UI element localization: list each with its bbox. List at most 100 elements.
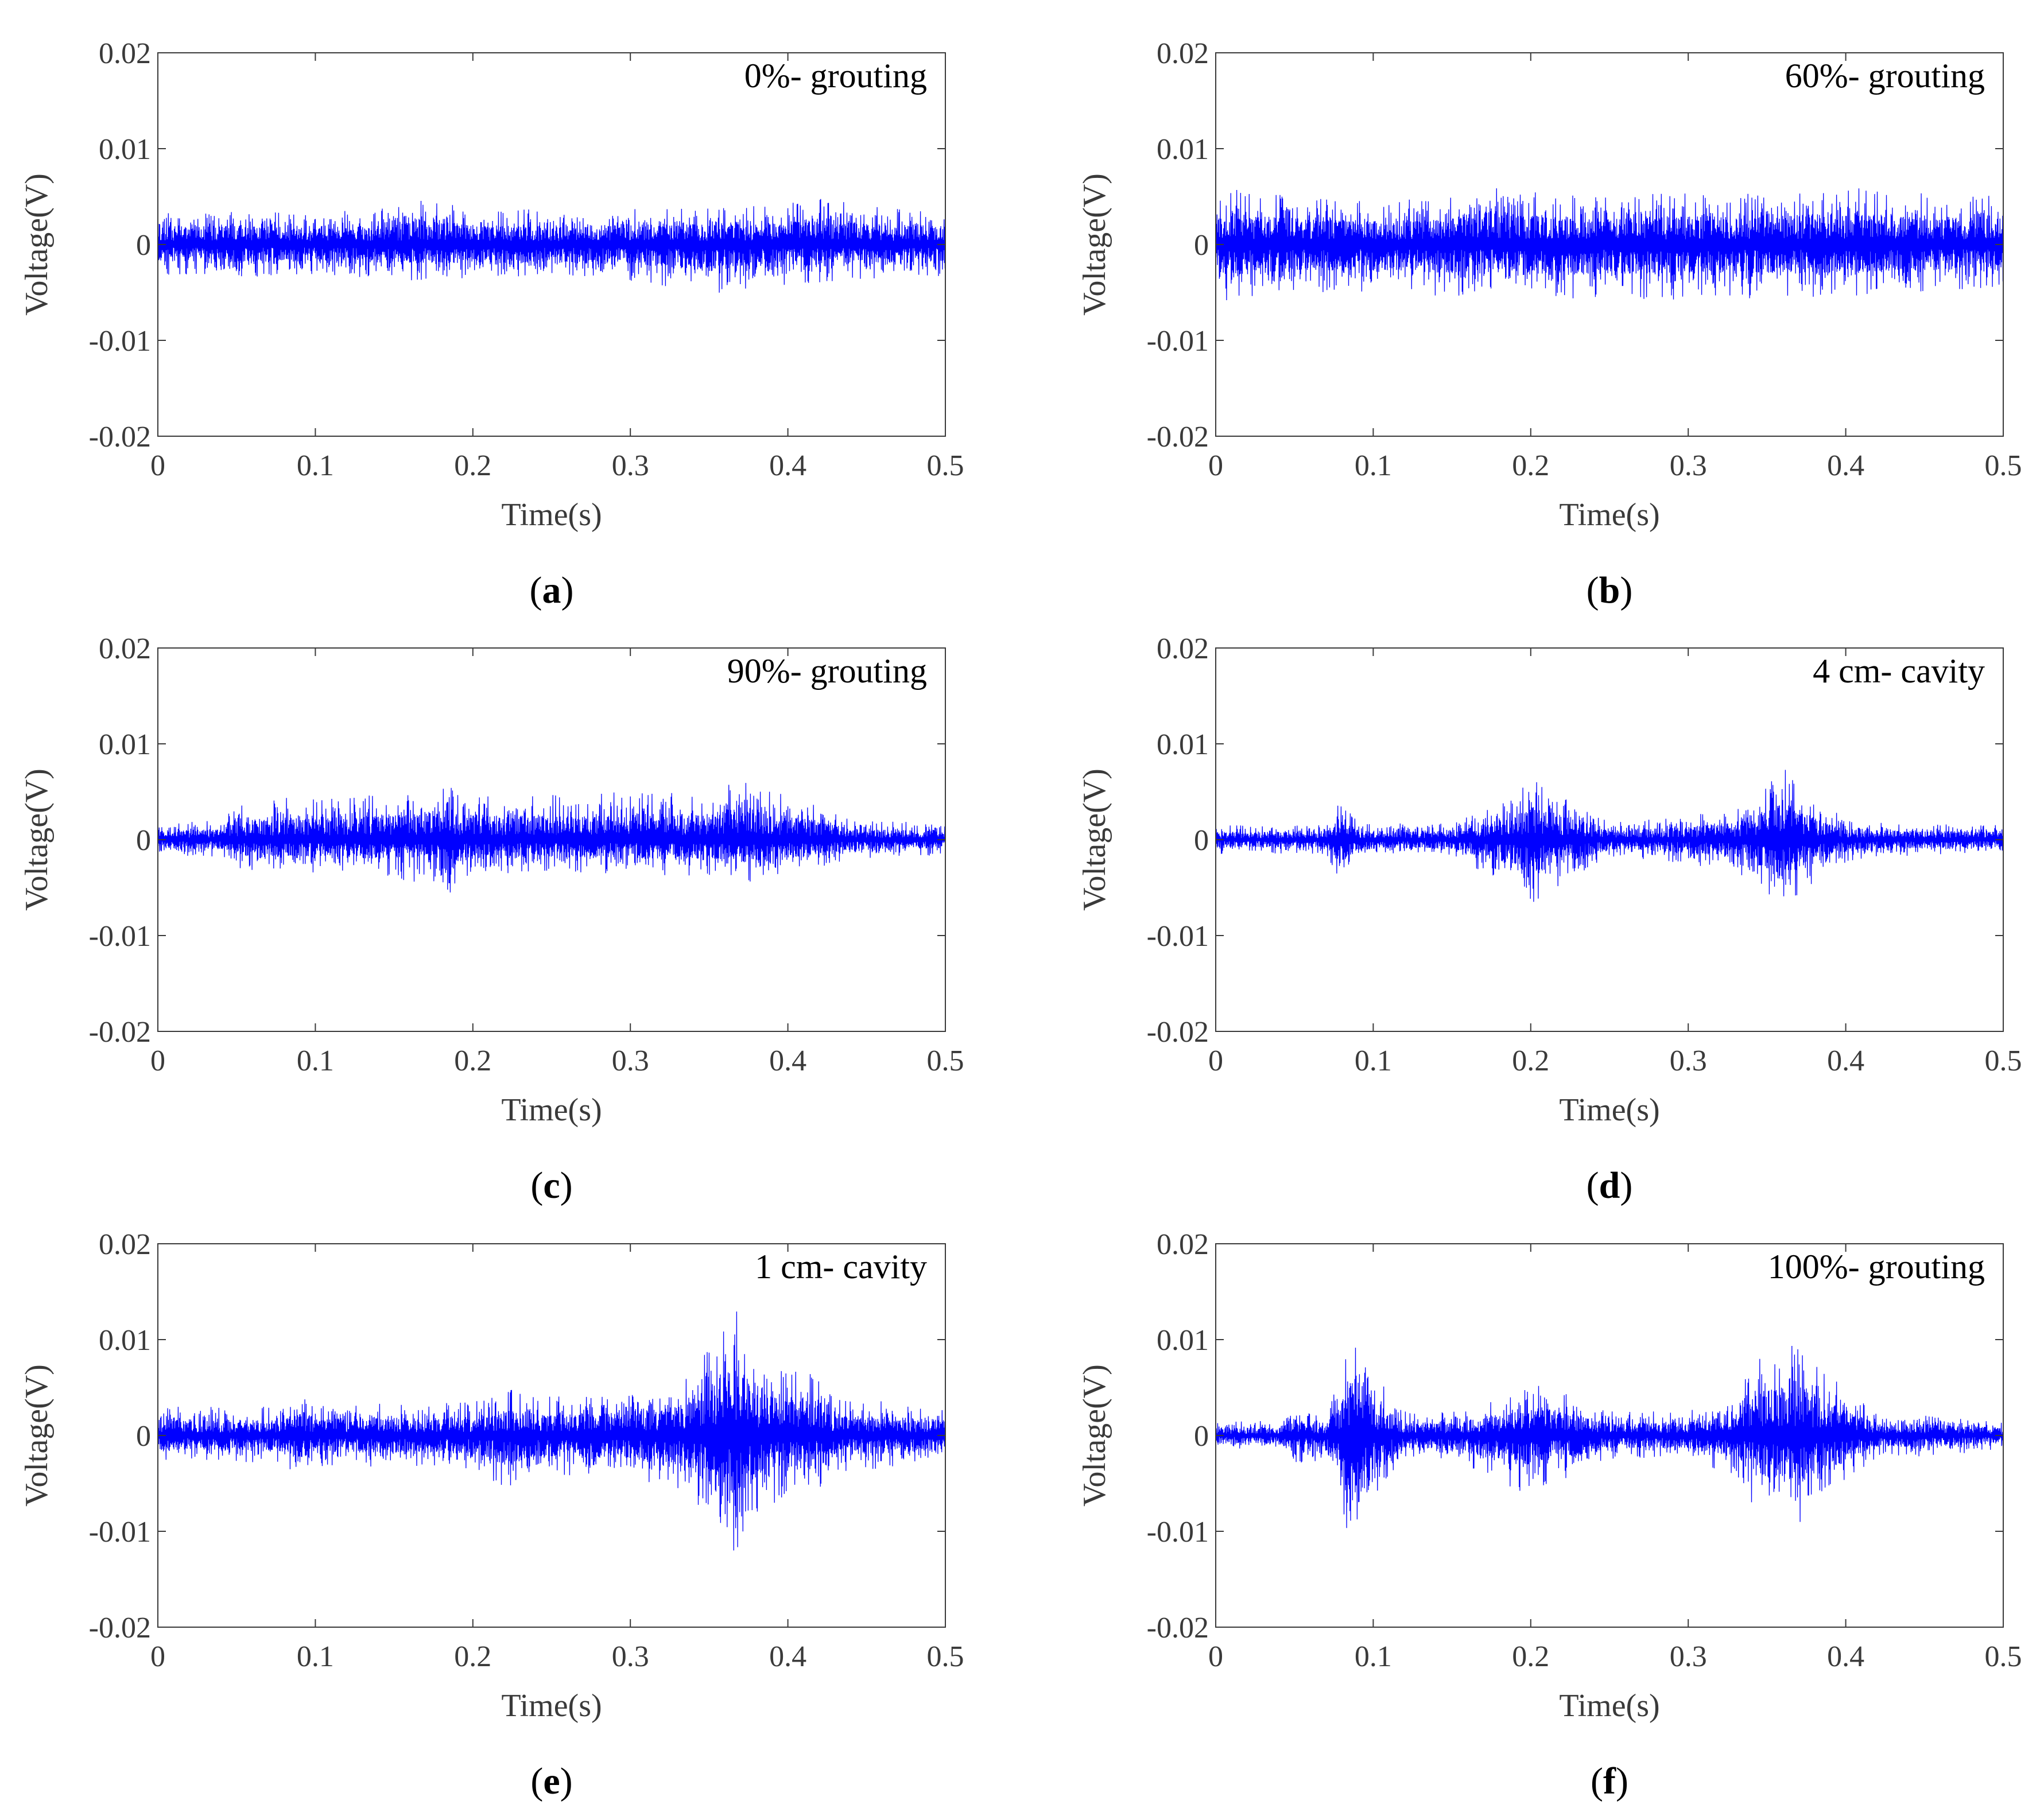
x-tick-label: 0: [1208, 449, 1223, 482]
signal-trace: [157, 199, 946, 293]
x-tick-label: 0.1: [1355, 1045, 1392, 1077]
panel-e: 0 0.1 0.2 0.3 0.4 0.5 0.02 0.01 0 -0.01 -0.02 Time(…: [19, 1228, 964, 1802]
x-tick-label: 0: [150, 449, 165, 482]
x-tick-label: 0.3: [612, 1640, 649, 1673]
panel-a: 0 0.1 0.2 0.3 0.4 0.5 0.02 0.01 0 -0.01 -0.02 Time(…: [19, 37, 964, 611]
x-tick-label: 0.1: [297, 1045, 334, 1077]
y-tick-label: 0.01: [1157, 133, 1209, 166]
condition-annotation: 4 cm- cavity: [1813, 652, 1985, 690]
y-tick-label: 0: [1194, 1420, 1209, 1453]
panel-f: 0 0.1 0.2 0.3 0.4 0.5 0.02 0.01 0 -0.01 -0.02 Time(…: [1077, 1228, 2022, 1802]
x-tick-label: 0: [150, 1640, 165, 1673]
x-tick-label: 0.3: [1670, 1640, 1707, 1673]
y-tick-label: -0.01: [1147, 325, 1209, 358]
x-tick-label: 0.3: [612, 1045, 649, 1077]
x-tick-label: 0.2: [454, 1640, 491, 1673]
y-tick-label: 0.01: [99, 728, 151, 761]
y-axis-label: Voltage(V): [19, 1364, 55, 1507]
condition-annotation: 100%- grouting: [1768, 1248, 1985, 1286]
y-tick-label: 0.02: [1157, 632, 1209, 665]
y-tick-label: 0.01: [99, 133, 151, 166]
x-axis-label: Time(s): [501, 1092, 602, 1128]
x-tick-label: 0.5: [1985, 1045, 2022, 1077]
y-tick-label: 0: [1194, 229, 1209, 262]
x-tick-label: 0.4: [1827, 449, 1864, 482]
signal-trace: [157, 783, 946, 892]
y-tick-label: -0.02: [1147, 1612, 1209, 1644]
x-tick-label: 0.2: [1512, 1045, 1549, 1077]
x-axis-label: Time(s): [1559, 497, 1659, 533]
y-tick-label: 0.02: [99, 632, 151, 665]
y-tick-label: 0.02: [99, 1228, 151, 1261]
x-tick-label: 0.1: [1355, 1640, 1392, 1673]
panel-label: (a): [530, 569, 574, 611]
x-axis-label: Time(s): [501, 497, 602, 533]
x-tick-label: 0.5: [1985, 449, 2022, 482]
y-tick-label: -0.02: [89, 421, 151, 453]
panel-c: 0 0.1 0.2 0.3 0.4 0.5 0.02 0.01 0 -0.01 -0.02 Time(…: [19, 632, 964, 1206]
x-tick-label: 0.3: [1670, 449, 1707, 482]
x-tick-label: 0.5: [927, 1640, 964, 1673]
x-tick-label: 0.4: [1827, 1045, 1864, 1077]
x-axis-label: Time(s): [501, 1688, 602, 1724]
panel-d: 0 0.1 0.2 0.3 0.4 0.5 0.02 0.01 0 -0.01 -0.02 Time(…: [1077, 632, 2022, 1206]
x-tick-label: 0.3: [612, 449, 649, 482]
y-tick-label: -0.02: [1147, 421, 1209, 453]
y-tick-label: 0: [136, 1420, 151, 1453]
x-tick-label: 0: [1208, 1045, 1223, 1077]
x-tick-label: 0.5: [1985, 1640, 2022, 1673]
x-tick-label: 0.2: [1512, 449, 1549, 482]
y-axis-label: Voltage(V): [1077, 769, 1112, 911]
y-axis-label: Voltage(V): [19, 173, 55, 316]
condition-annotation: 60%- grouting: [1785, 57, 1985, 95]
y-tick-label: 0: [1194, 824, 1209, 857]
x-axis-label: Time(s): [1559, 1092, 1659, 1128]
x-tick-label: 0.1: [1355, 449, 1392, 482]
y-tick-label: -0.01: [89, 325, 151, 358]
x-tick-label: 0.4: [769, 1640, 806, 1673]
y-tick-label: -0.02: [1147, 1016, 1209, 1049]
panel-label: (b): [1587, 569, 1633, 611]
y-tick-label: -0.02: [89, 1612, 151, 1644]
condition-annotation: 1 cm- cavity: [755, 1248, 927, 1286]
x-tick-label: 0.1: [297, 1640, 334, 1673]
y-axis-label: Voltage(V): [1077, 173, 1112, 316]
x-tick-label: 0.2: [454, 449, 491, 482]
panel-label: (d): [1587, 1165, 1633, 1206]
signal-trace: [157, 1311, 946, 1551]
signal-trace: [1215, 188, 2004, 301]
y-tick-label: 0: [136, 824, 151, 857]
panel-b: 0 0.1 0.2 0.3 0.4 0.5 0.02 0.01 0 -0.01 -0.02 Time(…: [1077, 37, 2022, 611]
y-tick-label: -0.01: [1147, 920, 1209, 953]
y-tick-label: 0.02: [99, 37, 151, 70]
x-tick-label: 0.2: [454, 1045, 491, 1077]
panel-label: (c): [530, 1165, 572, 1206]
x-tick-label: 0.4: [769, 449, 806, 482]
x-tick-label: 0.5: [927, 449, 964, 482]
x-tick-label: 0.4: [769, 1045, 806, 1077]
panel-label: (f): [1591, 1760, 1628, 1802]
signal-trace: [1215, 1345, 2004, 1528]
y-tick-label: -0.01: [1147, 1516, 1209, 1549]
y-axis-label: Voltage(V): [19, 769, 55, 911]
condition-annotation: 0%- grouting: [744, 57, 927, 95]
x-tick-label: 0.2: [1512, 1640, 1549, 1673]
y-tick-label: 0.02: [1157, 37, 1209, 70]
y-tick-label: 0.01: [1157, 728, 1209, 761]
x-tick-label: 0.3: [1670, 1045, 1707, 1077]
x-tick-label: 0.1: [297, 449, 334, 482]
y-axis-label: Voltage(V): [1077, 1364, 1112, 1507]
y-tick-label: -0.01: [89, 1516, 151, 1549]
condition-annotation: 90%- grouting: [727, 652, 927, 690]
x-tick-label: 0.5: [927, 1045, 964, 1077]
y-tick-label: -0.01: [89, 920, 151, 953]
y-tick-label: 0.02: [1157, 1228, 1209, 1261]
y-tick-label: 0.01: [1157, 1324, 1209, 1357]
x-tick-label: 0: [150, 1045, 165, 1077]
x-tick-label: 0.4: [1827, 1640, 1864, 1673]
y-tick-label: -0.02: [89, 1016, 151, 1049]
x-axis-label: Time(s): [1559, 1688, 1659, 1724]
y-tick-label: 0.01: [99, 1324, 151, 1357]
panel-label: (e): [530, 1760, 572, 1802]
signal-trace: [1215, 770, 2004, 902]
